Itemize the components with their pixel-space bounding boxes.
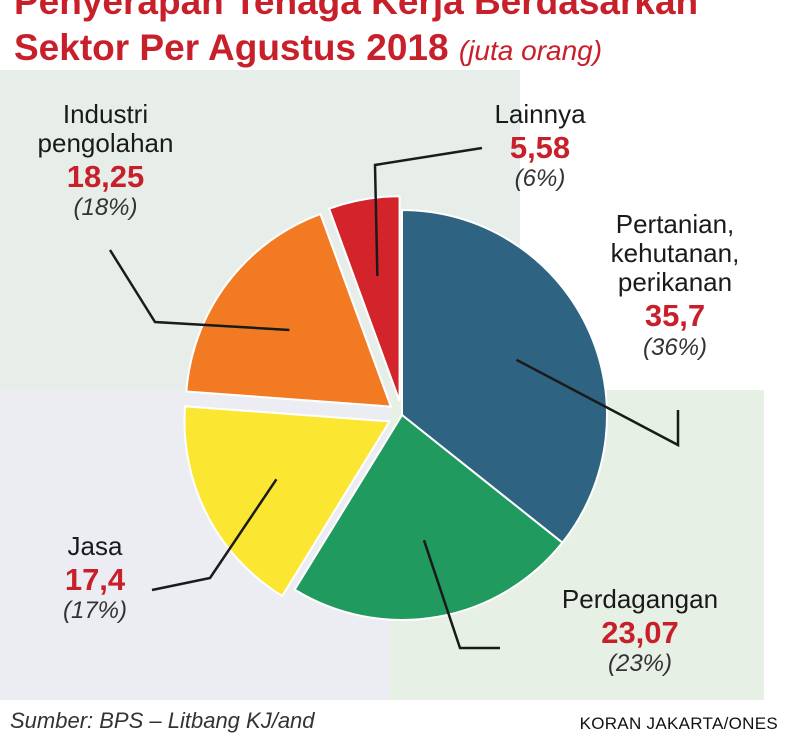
- pie-slice-perdagangan: [293, 413, 564, 621]
- label-pertanian-name-2: kehutanan,: [610, 238, 740, 269]
- leader-line-jasa: [151, 478, 278, 592]
- leader-line-perdagangan: [422, 539, 500, 650]
- label-industri: Industri pengolahan 18,25 (18%): [18, 99, 193, 222]
- graphic-credit: KORAN JAKARTA/ONES: [579, 714, 778, 733]
- leader-line-lainnya: [373, 146, 483, 277]
- source-note: Sumber: BPS – Litbang KJ/and: [10, 708, 315, 733]
- label-pertanian-value: 35,7: [644, 298, 706, 334]
- label-lainnya-percent: (6%): [514, 165, 566, 193]
- label-pertanian-name-3: perikanan: [617, 267, 733, 298]
- label-pertanian: Pertanian, kehutanan, perikanan 35,7 (36…: [585, 209, 765, 361]
- label-industri-name-1: Industri: [62, 99, 149, 129]
- pie-slice-pertanian: [401, 208, 608, 545]
- label-lainnya: Lainnya 5,58 (6%): [475, 99, 605, 193]
- label-industri-percent: (18%): [73, 194, 138, 222]
- label-jasa-name: Jasa: [67, 531, 123, 561]
- label-pertanian-percent: (36%): [642, 333, 708, 361]
- chart-title-line-1: Penyerapan Tenaga Kerja Berdasarkan: [14, 0, 699, 22]
- label-perdagangan: Perdagangan 23,07 (23%): [535, 584, 745, 678]
- pie-slice-lainnya: [327, 195, 401, 402]
- chart-unit: (juta orang): [458, 35, 603, 66]
- chart-title-text: Sektor Per Agustus 2018: [14, 27, 449, 68]
- label-industri-value: 18,25: [66, 159, 145, 195]
- pie-slice-industri: [185, 212, 393, 408]
- label-pertanian-name-1: Pertanian,: [615, 209, 735, 239]
- label-industri-name-2: pengolahan: [37, 128, 174, 159]
- label-lainnya-value: 5,58: [509, 130, 571, 166]
- leader-line-industri: [108, 249, 290, 332]
- leader-lines: [108, 146, 680, 650]
- label-jasa-percent: (17%): [62, 597, 128, 625]
- leader-line-pertanian: [515, 358, 680, 448]
- label-lainnya-name: Lainnya: [494, 99, 586, 129]
- pie-slice-jasa: [183, 405, 392, 598]
- chart-title-line-2: Sektor Per Agustus 2018 (juta orang): [14, 26, 602, 73]
- label-jasa: Jasa 17,4 (17%): [40, 531, 150, 625]
- label-perdagangan-value: 23,07: [601, 615, 679, 651]
- label-jasa-value: 17,4: [64, 562, 126, 598]
- label-perdagangan-percent: (23%): [607, 650, 673, 678]
- pie-slices: [183, 195, 608, 621]
- label-perdagangan-name: Perdagangan: [561, 584, 719, 614]
